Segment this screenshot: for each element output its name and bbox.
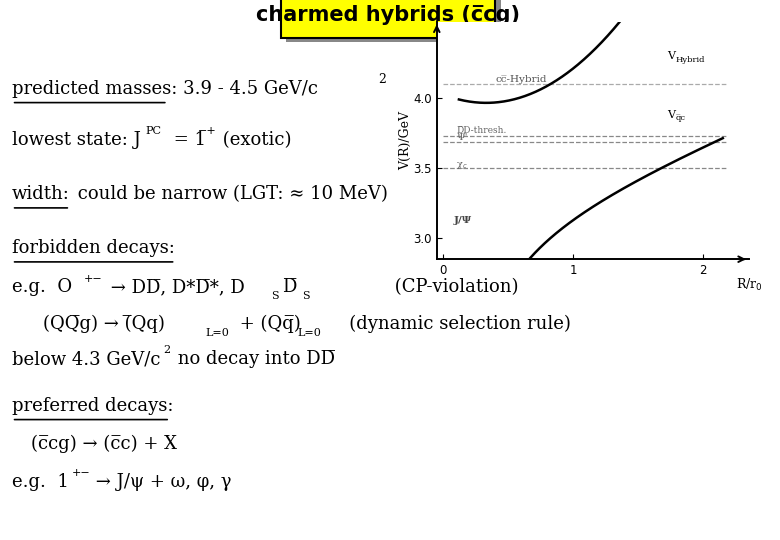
Text: preferred decays:: preferred decays: — [12, 397, 173, 415]
Text: e.g.  O: e.g. O — [12, 278, 72, 296]
Text: charmed hybrids (c̅cg): charmed hybrids (c̅cg) — [256, 5, 520, 25]
Text: L=0: L=0 — [297, 328, 321, 338]
Text: = 1: = 1 — [168, 131, 206, 150]
Text: (c̅cg) → (c̅c) + X: (c̅cg) → (c̅c) + X — [31, 435, 177, 453]
Text: PC: PC — [146, 126, 162, 136]
Text: (QQ̅g) → (̅Qq): (QQ̅g) → (̅Qq) — [43, 315, 165, 333]
Text: (dynamic selection rule): (dynamic selection rule) — [332, 315, 570, 333]
Text: (CP-violation): (CP-violation) — [343, 278, 519, 296]
Text: +−: +− — [83, 274, 102, 284]
Text: predicted masses: 3.9 - 4.5 GeV/c: predicted masses: 3.9 - 4.5 GeV/c — [12, 80, 317, 98]
Text: +−: +− — [72, 468, 90, 478]
Text: Hybrid: Hybrid — [676, 56, 705, 64]
Text: (exotic): (exotic) — [217, 131, 292, 150]
Text: below 4.3 GeV/c: below 4.3 GeV/c — [12, 350, 160, 368]
Text: no decay into DD̅: no decay into DD̅ — [172, 350, 335, 368]
Text: D̅: D̅ — [282, 278, 296, 296]
Text: 2: 2 — [163, 346, 170, 355]
Text: L=0: L=0 — [205, 328, 229, 338]
Text: −+: −+ — [198, 126, 217, 136]
Text: J/Ψ: J/Ψ — [454, 216, 472, 225]
Y-axis label: V(R)/GeV: V(R)/GeV — [399, 111, 412, 170]
FancyBboxPatch shape — [286, 0, 501, 42]
Text: 2: 2 — [378, 73, 386, 86]
Text: forbidden decays:: forbidden decays: — [12, 239, 175, 258]
Text: could be narrow (LGT: ≈ 10 MeV): could be narrow (LGT: ≈ 10 MeV) — [72, 185, 388, 204]
Text: + (Qq̅): + (Qq̅) — [234, 315, 301, 333]
FancyBboxPatch shape — [281, 0, 495, 38]
Text: → DD̅, D*D̅*, D: → DD̅, D*D̅*, D — [105, 278, 244, 296]
Text: width:: width: — [12, 185, 69, 204]
Text: V: V — [667, 51, 675, 62]
Text: χ$_c$: χ$_c$ — [456, 160, 468, 171]
Text: e.g.  1: e.g. 1 — [12, 472, 69, 491]
Text: lowest state: J: lowest state: J — [12, 131, 140, 150]
Text: D̅D-thresh.: D̅D-thresh. — [456, 126, 507, 136]
Text: cc̅-Hybrid: cc̅-Hybrid — [495, 75, 547, 84]
Text: V: V — [667, 110, 675, 120]
Text: S: S — [271, 291, 279, 301]
Text: q̅c: q̅c — [676, 114, 686, 122]
Text: R/r$_0$: R/r$_0$ — [736, 278, 763, 293]
Text: → J/ψ + ω, φ, γ: → J/ψ + ω, φ, γ — [90, 472, 232, 491]
Text: Ψ': Ψ' — [456, 133, 468, 143]
Text: S: S — [302, 291, 310, 301]
